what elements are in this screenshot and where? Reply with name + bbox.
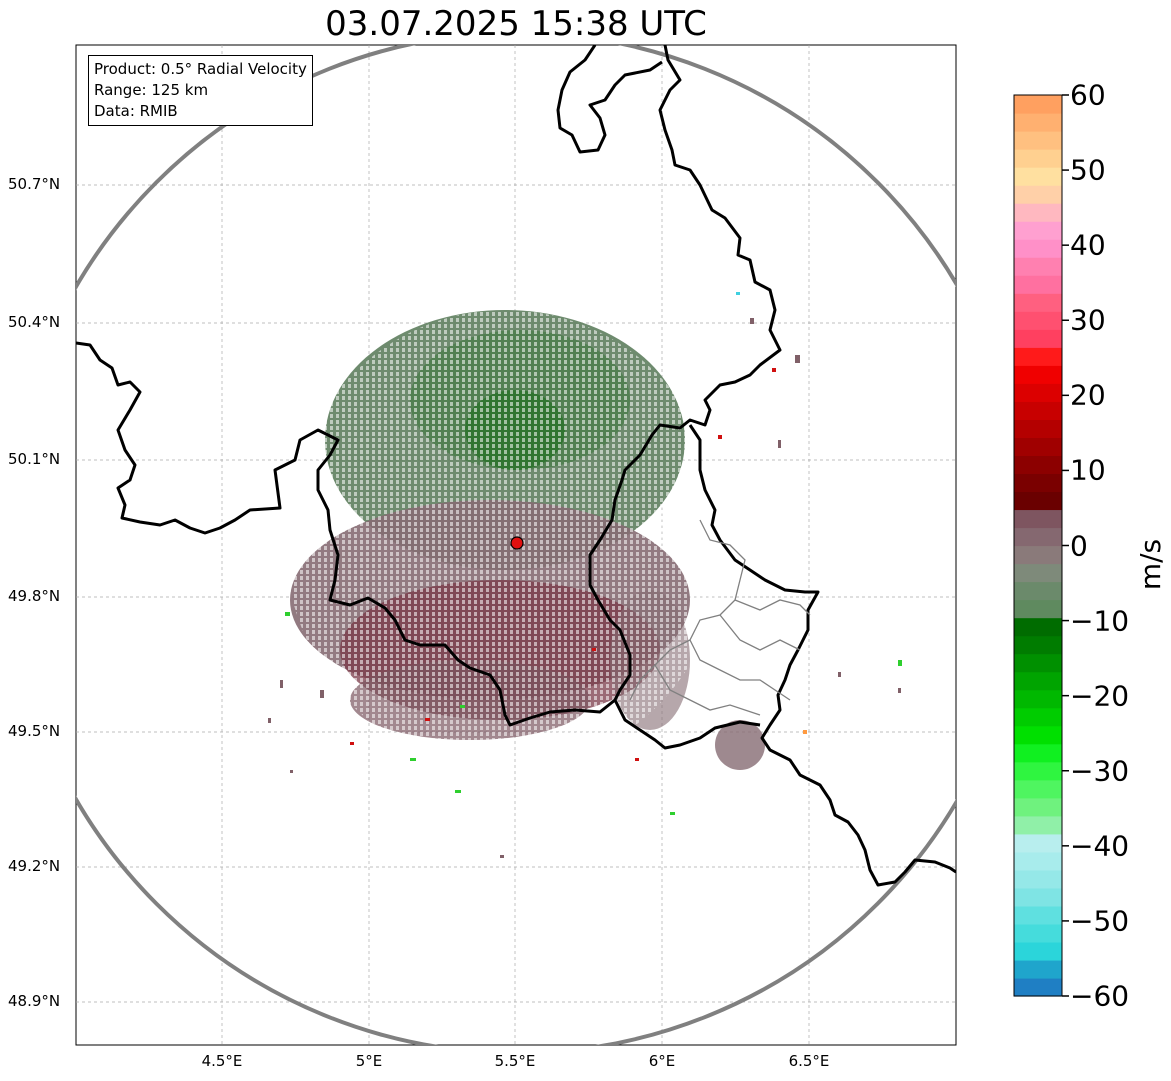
colorbar-segment (1014, 383, 1062, 402)
lat-label: 48.9°N (8, 992, 61, 1010)
range-label: Range: 125 km (94, 81, 209, 99)
region-borders (629, 519, 811, 716)
colorbar-segment (1014, 869, 1062, 889)
colorbar-segment (1014, 95, 1062, 114)
product-info-box: Product: 0.5° Radial Velocity Range: 125… (88, 55, 313, 126)
colorbar-segment (1014, 545, 1062, 565)
colorbar-tick-label: 0 (1070, 529, 1088, 562)
lon-label: 4.5°E (201, 1052, 243, 1070)
colorbar-segment (1014, 401, 1062, 420)
lon-label: 5°E (355, 1052, 383, 1070)
country-borders (76, 45, 956, 887)
colorbar-segment (1014, 455, 1062, 475)
radar-echoes (268, 292, 902, 858)
lat-label: 50.1°N (8, 450, 61, 468)
colorbar-segment (1014, 365, 1062, 384)
colorbar-tick-label: 60 (1070, 78, 1106, 112)
colorbar-tick-label: −40 (1070, 829, 1130, 863)
colorbar-segment (1014, 797, 1062, 817)
colorbar-segment (1014, 311, 1062, 330)
colorbar-segment (1014, 167, 1062, 186)
colorbar-segment (1014, 815, 1062, 835)
lat-label: 49.8°N (8, 587, 61, 605)
colorbar-segment (1014, 833, 1062, 853)
colorbar (1014, 95, 1062, 997)
colorbar-segment (1014, 185, 1062, 204)
colorbar-segment (1014, 851, 1062, 871)
colorbar-segment (1014, 257, 1062, 276)
colorbar-tick-label: 30 (1070, 303, 1106, 337)
colorbar-tick-label: 10 (1070, 453, 1106, 487)
colorbar-segment (1014, 689, 1062, 709)
colorbar-segment (1014, 599, 1062, 619)
colorbar-tick-label: 20 (1070, 378, 1106, 412)
data-source-label: Data: RMIB (94, 102, 178, 120)
colorbar-segment (1014, 725, 1062, 745)
colorbar-tick-label: 50 (1070, 153, 1106, 187)
colorbar-tick-marks (1062, 94, 1069, 997)
lat-label: 50.4°N (8, 313, 61, 331)
colorbar-segment (1014, 239, 1062, 258)
radar-site-marker (510, 536, 524, 550)
colorbar-segment (1014, 419, 1062, 438)
colorbar-segment (1014, 905, 1062, 925)
lat-label: 49.2°N (8, 857, 61, 875)
colorbar-segment (1014, 509, 1062, 529)
product-label: Product: 0.5° Radial Velocity (94, 60, 307, 78)
colorbar-segment (1014, 563, 1062, 583)
colorbar-segment (1014, 113, 1062, 132)
colorbar-segment (1014, 275, 1062, 294)
colorbar-segment (1014, 671, 1062, 691)
lat-label: 49.5°N (8, 722, 61, 740)
colorbar-segment (1014, 491, 1062, 511)
colorbar-segment (1014, 329, 1062, 348)
colorbar-tick-label: −30 (1070, 754, 1130, 788)
colorbar-segment (1014, 977, 1062, 997)
colorbar-segment (1014, 347, 1062, 366)
colorbar-unit-label: m/s (1134, 538, 1168, 591)
lat-label: 50.7°N (8, 175, 61, 193)
colorbar-segment (1014, 149, 1062, 168)
map-title: 03.07.2025 15:38 UTC (325, 4, 707, 44)
colorbar-tick-label: −60 (1070, 979, 1130, 1013)
colorbar-segment (1014, 779, 1062, 799)
colorbar-segment (1014, 131, 1062, 150)
colorbar-segment (1014, 923, 1062, 943)
colorbar-segment (1014, 653, 1062, 673)
lon-label: 6°E (648, 1052, 676, 1070)
lon-label: 5.5°E (494, 1052, 536, 1070)
colorbar-tick-label: −10 (1070, 604, 1130, 638)
colorbar-segment (1014, 437, 1062, 456)
colorbar-tick-label: −50 (1070, 904, 1130, 938)
colorbar-segment (1014, 527, 1062, 547)
colorbar-segment (1014, 203, 1062, 222)
colorbar-tick-label: 40 (1070, 228, 1106, 262)
colorbar-segment (1014, 959, 1062, 979)
colorbar-segment (1014, 473, 1062, 493)
colorbar-segment (1014, 293, 1062, 312)
colorbar-segment (1014, 707, 1062, 727)
colorbar-segment (1014, 617, 1062, 637)
colorbar-segment (1014, 635, 1062, 655)
colorbar-segment (1014, 221, 1062, 240)
colorbar-segment (1014, 887, 1062, 907)
colorbar-tick-label: −20 (1070, 679, 1130, 713)
colorbar-segment (1014, 581, 1062, 601)
lon-label: 6.5°E (788, 1052, 830, 1070)
colorbar-segment (1014, 743, 1062, 763)
colorbar-segment (1014, 761, 1062, 781)
colorbar-segment (1014, 941, 1062, 961)
